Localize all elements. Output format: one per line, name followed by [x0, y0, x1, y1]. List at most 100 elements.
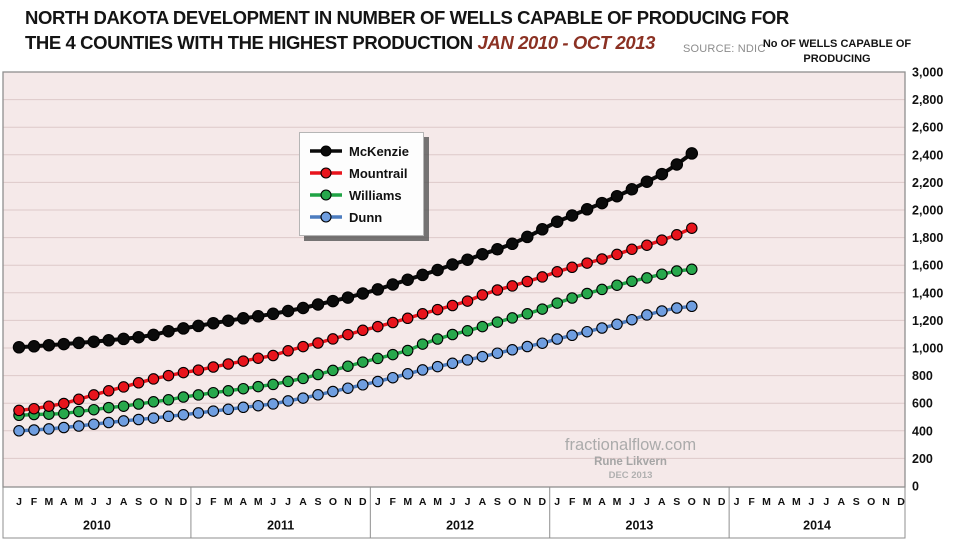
svg-text:J: J — [465, 496, 471, 508]
svg-text:A: A — [778, 496, 786, 508]
series-dunn — [13, 300, 698, 437]
svg-text:N: N — [882, 496, 890, 508]
source-label: SOURCE: NDIC — [683, 43, 766, 55]
svg-text:1,400: 1,400 — [912, 286, 943, 300]
svg-text:J: J — [270, 496, 276, 508]
svg-text:0: 0 — [912, 480, 919, 494]
series-line-williams — [18, 267, 692, 417]
svg-text:O: O — [508, 496, 516, 508]
svg-text:800: 800 — [912, 369, 933, 383]
svg-text:F: F — [748, 496, 755, 508]
svg-text:M: M — [792, 496, 801, 508]
svg-text:J: J — [644, 496, 650, 508]
svg-text:J: J — [823, 496, 829, 508]
legend-label-dunn: Dunn — [349, 209, 383, 225]
y-axis-title: No OF WELLS CAPABLE OF PRODUCING — [762, 38, 912, 65]
svg-text:2010: 2010 — [83, 519, 111, 533]
svg-text:O: O — [149, 496, 157, 508]
svg-text:3,000: 3,000 — [912, 66, 943, 80]
svg-text:2013: 2013 — [626, 519, 654, 533]
chart-title-line2-text: THE 4 COUNTIES WITH THE HIGHEST PRODUCTI… — [25, 32, 478, 53]
svg-text:400: 400 — [912, 424, 933, 438]
series-mountrail — [13, 222, 698, 417]
chart-title-line2: THE 4 COUNTIES WITH THE HIGHEST PRODUCTI… — [25, 32, 655, 54]
year-labels: 2010 2011 2012 2013 2014 — [83, 519, 831, 533]
svg-text:J: J — [450, 496, 456, 508]
legend-item-mountrail: Mountrail — [309, 162, 423, 184]
svg-text:D: D — [897, 496, 905, 508]
svg-text:2,200: 2,200 — [912, 176, 943, 190]
svg-text:M: M — [403, 496, 412, 508]
chart-title-line1: NORTH DAKOTA DEVELOPMENT IN NUMBER OF WE… — [25, 7, 789, 28]
legend-item-williams: Williams — [309, 184, 423, 206]
svg-text:F: F — [31, 496, 38, 508]
series-line-mountrail — [18, 226, 693, 413]
svg-text:1,600: 1,600 — [912, 259, 943, 273]
svg-text:F: F — [390, 496, 397, 508]
svg-text:M: M — [254, 496, 263, 508]
legend: McKenzie Mountrail Williams Dunn — [299, 132, 424, 236]
watermark-date: DEC 2013 — [608, 470, 653, 481]
svg-text:D: D — [538, 496, 546, 508]
svg-text:J: J — [91, 496, 97, 508]
year-separators — [190, 487, 730, 538]
svg-text:D: D — [718, 496, 726, 508]
svg-text:O: O — [688, 496, 696, 508]
legend-label-williams: Williams — [349, 187, 402, 203]
svg-text:J: J — [734, 496, 740, 508]
svg-text:A: A — [598, 496, 606, 508]
svg-text:N: N — [703, 496, 711, 508]
svg-text:600: 600 — [912, 397, 933, 411]
plot-border — [2, 71, 906, 488]
svg-text:2,800: 2,800 — [912, 93, 943, 107]
watermark: fractionalflow.com Rune Likvern DEC 2013 — [528, 436, 733, 481]
svg-text:M: M — [45, 496, 54, 508]
legend-swatch-mountrail-icon — [310, 167, 342, 179]
x-axis-band — [2, 486, 906, 539]
legend-swatch-williams-icon — [310, 189, 342, 201]
svg-text:M: M — [433, 496, 442, 508]
svg-text:2011: 2011 — [267, 519, 294, 533]
watermark-author: Rune Likvern — [594, 456, 667, 468]
svg-text:A: A — [239, 496, 247, 508]
svg-text:J: J — [16, 496, 22, 508]
svg-text:A: A — [299, 496, 307, 508]
series-line-dunn — [18, 304, 692, 433]
svg-text:A: A — [120, 496, 128, 508]
svg-text:M: M — [224, 496, 233, 508]
svg-text:2,400: 2,400 — [912, 148, 943, 162]
svg-text:A: A — [60, 496, 68, 508]
svg-text:S: S — [494, 496, 501, 508]
svg-text:S: S — [853, 496, 860, 508]
svg-text:N: N — [524, 496, 532, 508]
svg-text:A: A — [658, 496, 666, 508]
svg-text:2,600: 2,600 — [912, 121, 943, 135]
svg-text:1,200: 1,200 — [912, 314, 943, 328]
svg-text:M: M — [583, 496, 592, 508]
svg-text:O: O — [329, 496, 337, 508]
svg-text:A: A — [479, 496, 487, 508]
svg-text:2,000: 2,000 — [912, 204, 943, 218]
legend-swatch-mckenzie-icon — [310, 145, 342, 157]
chart-title-date-range: JAN 2010 - OCT 2013 — [477, 32, 656, 53]
svg-text:S: S — [314, 496, 321, 508]
svg-text:J: J — [195, 496, 201, 508]
svg-text:J: J — [554, 496, 560, 508]
series-mckenzie — [12, 147, 699, 354]
svg-text:N: N — [165, 496, 173, 508]
svg-text:D: D — [359, 496, 367, 508]
watermark-site: fractionalflow.com — [564, 436, 697, 454]
svg-text:J: J — [375, 496, 381, 508]
svg-text:S: S — [135, 496, 142, 508]
legend-item-dunn: Dunn — [309, 206, 423, 228]
y-tick-labels: 0 200 400 600 800 1,000 1,200 1,400 1,600 1,800 2,… — [912, 66, 943, 494]
svg-text:O: O — [867, 496, 875, 508]
svg-text:J: J — [106, 496, 112, 508]
legend-label-mckenzie: McKenzie — [349, 143, 409, 159]
legend-label-mountrail: Mountrail — [349, 165, 408, 181]
svg-text:A: A — [419, 496, 427, 508]
svg-text:M: M — [613, 496, 622, 508]
